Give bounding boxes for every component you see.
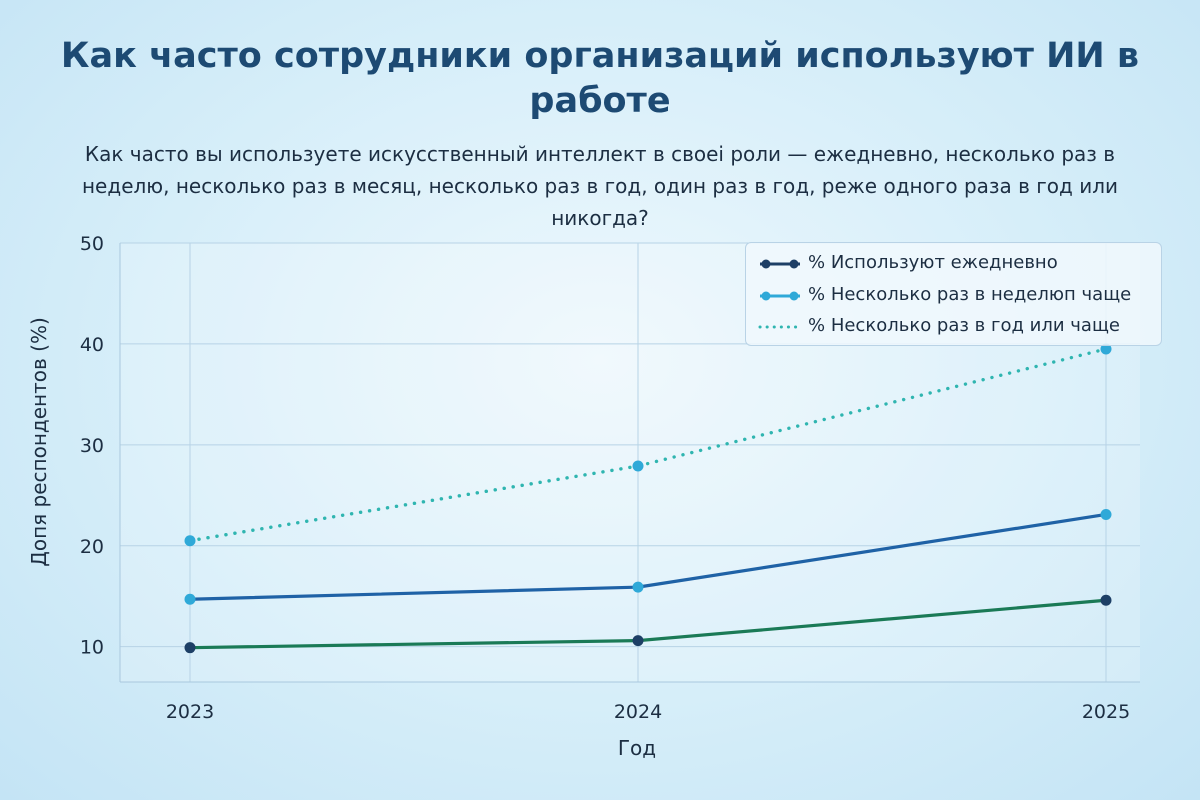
legend-item-weekly: % Несколько раз в неделюп чаще <box>746 281 1161 311</box>
data-point-daily <box>184 642 196 654</box>
legend-swatch-weekly <box>760 291 800 301</box>
chart-title: Как часто сотрудники организаций использ… <box>60 36 1140 121</box>
x-tick-label: 2024 <box>614 701 662 723</box>
legend-swatch-daily <box>760 259 800 269</box>
data-point-yearly <box>632 460 644 472</box>
legend-item-yearly: % Несколько раз в год или чаще <box>746 312 1161 342</box>
y-tick-label: 40 <box>80 334 104 356</box>
y-tick-label: 10 <box>80 637 104 659</box>
legend-item-daily: % Используют ежедневно <box>746 249 1161 279</box>
y-tick-label: 30 <box>80 435 104 457</box>
legend-label-daily: % Используют ежедневно <box>808 252 1058 273</box>
data-point-weekly <box>184 593 196 605</box>
y-axis-label: Допя респондентов (%) <box>27 317 51 567</box>
data-point-weekly <box>632 581 644 593</box>
data-point-daily <box>632 635 644 647</box>
legend-label-yearly: % Несколько раз в год или чаще <box>808 315 1120 336</box>
legend: % Используют ежедневно % Несколько раз в… <box>745 242 1162 346</box>
data-point-yearly <box>1100 343 1112 355</box>
y-tick-label: 20 <box>80 536 104 558</box>
legend-swatch-yearly <box>758 325 802 329</box>
data-point-daily <box>1100 594 1112 606</box>
data-point-weekly <box>1100 508 1112 520</box>
x-tick-label: 2025 <box>1082 701 1130 723</box>
data-point-yearly <box>184 535 196 547</box>
x-tick-label: 2023 <box>166 701 214 723</box>
y-tick-label: 50 <box>80 233 104 255</box>
chart-subtitle: Как часто вы используете искусственный и… <box>81 142 1118 230</box>
legend-label-weekly: % Несколько раз в неделюп чаще <box>808 284 1132 305</box>
x-axis-label: Год <box>618 736 656 760</box>
